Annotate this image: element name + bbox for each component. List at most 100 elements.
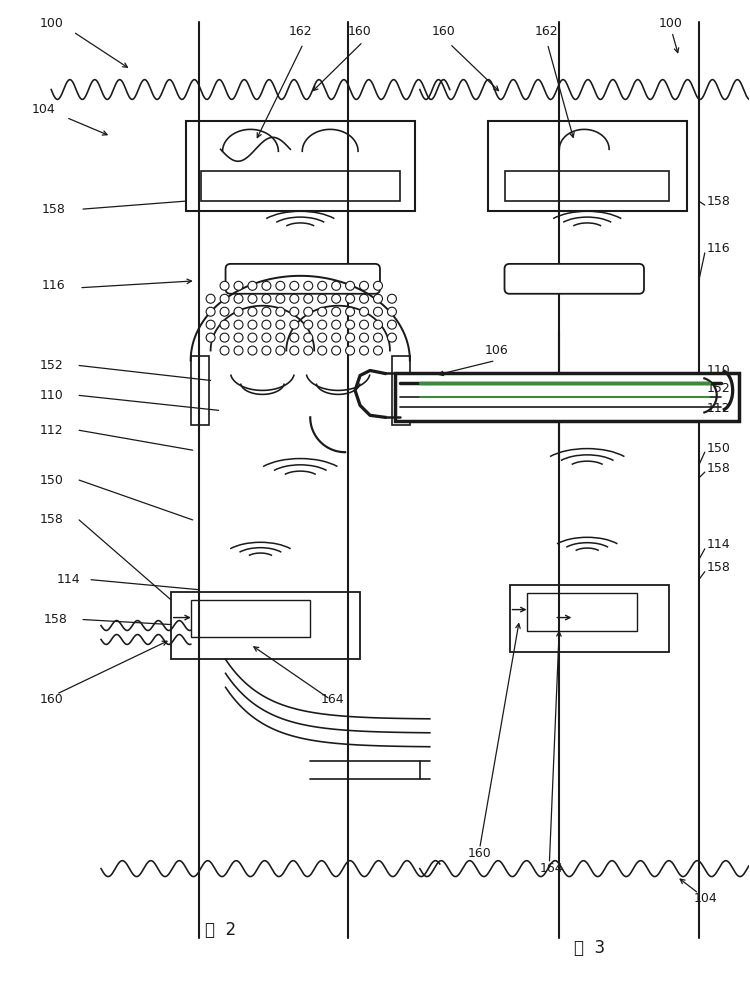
Circle shape bbox=[220, 346, 229, 355]
Circle shape bbox=[234, 281, 243, 290]
Circle shape bbox=[248, 294, 257, 303]
Circle shape bbox=[304, 333, 313, 342]
Bar bbox=[505, 171, 669, 201]
Text: 158: 158 bbox=[706, 195, 730, 208]
Circle shape bbox=[290, 320, 298, 329]
Circle shape bbox=[332, 281, 340, 290]
Text: 158: 158 bbox=[706, 462, 730, 475]
Circle shape bbox=[248, 307, 257, 316]
Text: 110: 110 bbox=[39, 389, 63, 402]
Circle shape bbox=[206, 333, 215, 342]
Circle shape bbox=[332, 333, 340, 342]
Circle shape bbox=[276, 320, 285, 329]
Circle shape bbox=[248, 320, 257, 329]
Text: 158: 158 bbox=[706, 561, 730, 574]
Text: 104: 104 bbox=[694, 892, 718, 905]
Circle shape bbox=[262, 333, 271, 342]
Circle shape bbox=[234, 320, 243, 329]
Circle shape bbox=[388, 307, 397, 316]
Circle shape bbox=[346, 333, 355, 342]
Bar bbox=[171, 592, 360, 659]
Circle shape bbox=[206, 307, 215, 316]
Circle shape bbox=[332, 294, 340, 303]
Circle shape bbox=[332, 320, 340, 329]
Circle shape bbox=[388, 294, 397, 303]
Circle shape bbox=[234, 307, 243, 316]
Circle shape bbox=[374, 320, 382, 329]
Circle shape bbox=[374, 281, 382, 290]
Bar bbox=[395, 373, 739, 421]
Text: 图  3: 图 3 bbox=[574, 939, 604, 957]
Circle shape bbox=[290, 333, 298, 342]
Text: 164: 164 bbox=[539, 862, 563, 875]
Bar bbox=[186, 121, 415, 211]
Text: 104: 104 bbox=[32, 103, 55, 116]
Text: 116: 116 bbox=[41, 279, 64, 292]
Text: 106: 106 bbox=[484, 344, 508, 357]
Circle shape bbox=[346, 346, 355, 355]
Circle shape bbox=[248, 333, 257, 342]
Bar bbox=[509, 585, 669, 652]
Circle shape bbox=[359, 320, 368, 329]
Bar bbox=[527, 593, 637, 631]
Circle shape bbox=[318, 346, 327, 355]
Circle shape bbox=[388, 320, 397, 329]
Circle shape bbox=[234, 333, 243, 342]
Text: 150: 150 bbox=[39, 474, 63, 487]
Circle shape bbox=[388, 333, 397, 342]
Circle shape bbox=[220, 281, 229, 290]
Text: 图  2: 图 2 bbox=[205, 921, 236, 939]
Circle shape bbox=[276, 294, 285, 303]
Text: 112: 112 bbox=[706, 402, 730, 415]
Text: 114: 114 bbox=[56, 573, 80, 586]
Circle shape bbox=[359, 281, 368, 290]
Circle shape bbox=[276, 333, 285, 342]
Circle shape bbox=[346, 307, 355, 316]
Circle shape bbox=[206, 320, 215, 329]
Circle shape bbox=[304, 281, 313, 290]
Circle shape bbox=[248, 281, 257, 290]
Circle shape bbox=[346, 294, 355, 303]
Circle shape bbox=[220, 333, 229, 342]
Circle shape bbox=[276, 281, 285, 290]
Circle shape bbox=[359, 333, 368, 342]
Text: 164: 164 bbox=[320, 693, 344, 706]
Circle shape bbox=[332, 307, 340, 316]
Circle shape bbox=[318, 320, 327, 329]
Circle shape bbox=[234, 346, 243, 355]
Circle shape bbox=[220, 307, 229, 316]
Circle shape bbox=[290, 346, 298, 355]
Circle shape bbox=[276, 346, 285, 355]
Circle shape bbox=[220, 320, 229, 329]
Circle shape bbox=[374, 307, 382, 316]
Text: 160: 160 bbox=[39, 693, 63, 706]
Circle shape bbox=[332, 346, 340, 355]
Circle shape bbox=[318, 281, 327, 290]
Text: 160: 160 bbox=[468, 847, 491, 860]
Circle shape bbox=[318, 294, 327, 303]
Circle shape bbox=[304, 307, 313, 316]
Circle shape bbox=[290, 294, 298, 303]
Circle shape bbox=[262, 307, 271, 316]
Text: 158: 158 bbox=[39, 513, 63, 526]
FancyBboxPatch shape bbox=[505, 264, 644, 294]
Text: 158: 158 bbox=[44, 613, 67, 626]
Text: 112: 112 bbox=[39, 424, 63, 437]
Text: 100: 100 bbox=[659, 17, 682, 30]
Circle shape bbox=[359, 294, 368, 303]
FancyBboxPatch shape bbox=[226, 264, 380, 294]
Circle shape bbox=[374, 294, 382, 303]
Circle shape bbox=[318, 307, 327, 316]
Text: 162: 162 bbox=[288, 25, 312, 38]
Circle shape bbox=[346, 320, 355, 329]
Circle shape bbox=[318, 333, 327, 342]
Text: 160: 160 bbox=[432, 25, 455, 38]
Bar bbox=[392, 356, 410, 425]
Circle shape bbox=[359, 346, 368, 355]
Circle shape bbox=[346, 281, 355, 290]
Circle shape bbox=[220, 294, 229, 303]
Circle shape bbox=[262, 294, 271, 303]
Text: 100: 100 bbox=[39, 17, 63, 30]
Text: 110: 110 bbox=[706, 364, 730, 377]
Circle shape bbox=[304, 294, 313, 303]
